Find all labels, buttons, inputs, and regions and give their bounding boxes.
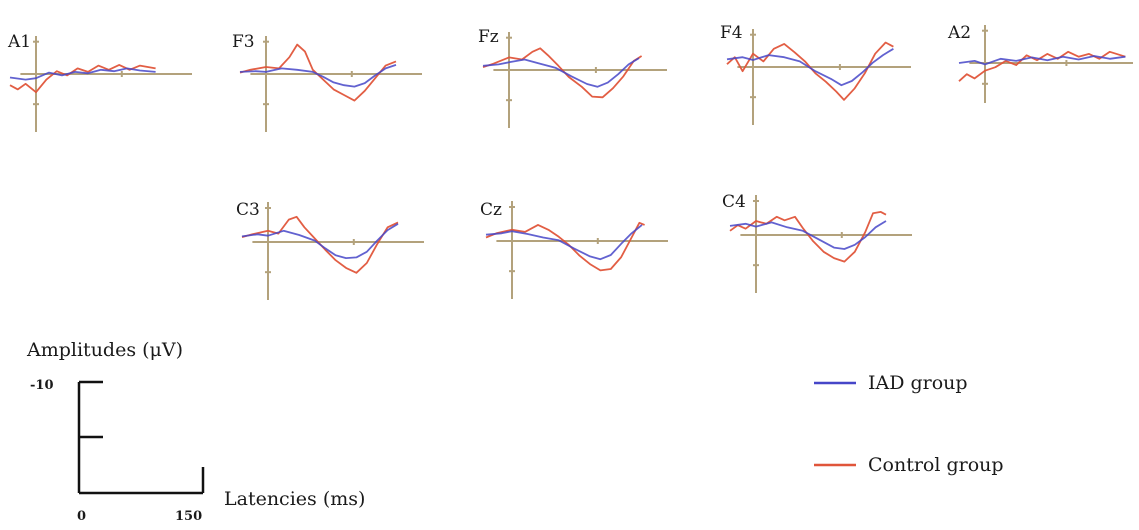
series-iad — [485, 224, 643, 261]
channel-label: C4 — [722, 192, 746, 212]
channel-label: F3 — [232, 32, 255, 52]
series-iad — [9, 67, 156, 81]
scale-x-tick-label-0: 0 — [77, 509, 86, 524]
channel-a2: A2 — [947, 23, 1133, 103]
series-control — [729, 210, 887, 263]
amplitude-label: Amplitudes (μV) — [26, 339, 183, 361]
legend-label-iad: IAD group — [868, 372, 968, 394]
channel-label: F4 — [720, 23, 743, 43]
channel-plots: A1 F3 Fz F4 A2 C3 Cz C4 — [7, 23, 1133, 300]
legend-label-control: Control group — [868, 454, 1004, 476]
channel-cz: Cz — [480, 200, 668, 299]
scale-x-tick-label-150: 150 — [175, 509, 202, 524]
series-iad — [241, 223, 399, 260]
series-control — [726, 41, 894, 101]
series-iad — [726, 48, 894, 87]
series-iad — [482, 57, 640, 88]
series-iad — [958, 55, 1126, 66]
channel-fz: Fz — [478, 27, 667, 128]
legend: IAD group Control group — [814, 372, 1004, 476]
series-control — [482, 47, 643, 99]
channel-f4: F4 — [720, 23, 911, 125]
channel-f3: F3 — [232, 32, 422, 132]
channel-label: Fz — [478, 27, 499, 47]
channel-label: Cz — [480, 200, 502, 220]
channel-label: A1 — [7, 32, 31, 52]
latency-label: Latencies (ms) — [224, 488, 365, 510]
channel-c3: C3 — [236, 200, 424, 300]
series-control — [485, 221, 645, 272]
scale-bar: Amplitudes (μV) -10 0 150 Latencies (ms) — [26, 339, 365, 524]
channel-c4: C4 — [722, 192, 912, 293]
series-iad — [729, 220, 887, 250]
channel-a1: A1 — [7, 32, 192, 132]
series-iad — [239, 64, 397, 88]
channel-label: A2 — [947, 23, 971, 43]
channel-label: C3 — [236, 200, 260, 220]
scale-y-tick-label: -10 — [30, 378, 54, 393]
